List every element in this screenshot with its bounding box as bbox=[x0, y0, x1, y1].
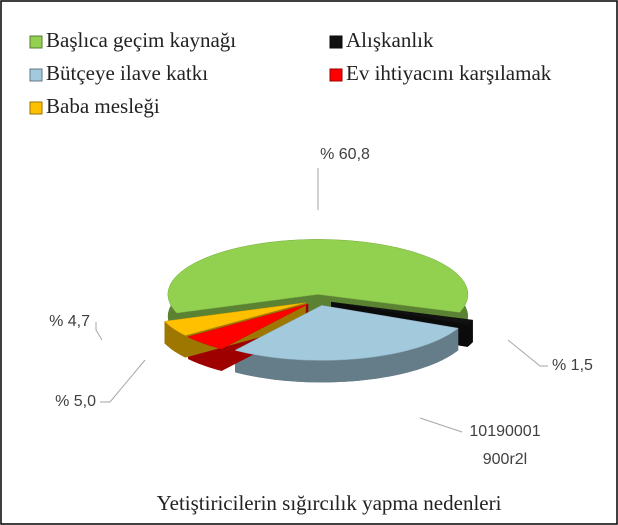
legend-label: Başlıca geçim kaynağı bbox=[46, 28, 236, 52]
slice bbox=[187, 303, 309, 350]
slice bbox=[330, 301, 474, 326]
leader-line bbox=[100, 359, 146, 403]
legend-label: Ev ihtiyacını karşılamak bbox=[346, 61, 552, 85]
legend-swatch bbox=[329, 35, 343, 49]
legend-label: Alışkanlık bbox=[346, 28, 434, 52]
slice-wall bbox=[235, 328, 459, 383]
leader-line bbox=[95, 322, 103, 341]
legend-label: Bütçeye ilave katkı bbox=[46, 61, 208, 85]
slice bbox=[234, 305, 459, 361]
legend-label: Baba mesleği bbox=[46, 94, 160, 118]
data-label: % 1,5 bbox=[552, 357, 593, 374]
slice-wall bbox=[164, 302, 306, 344]
annotation: 10190001 bbox=[469, 423, 540, 440]
legend-swatch bbox=[29, 68, 43, 82]
data-label: % 4,7 bbox=[49, 313, 90, 330]
leader-line bbox=[419, 417, 463, 433]
slice bbox=[167, 239, 469, 314]
legend-swatch bbox=[29, 101, 43, 115]
leader-line bbox=[507, 339, 548, 367]
slice bbox=[163, 302, 306, 336]
legend-swatch bbox=[29, 35, 43, 49]
data-label: % 5,0 bbox=[55, 393, 96, 410]
data-label: % 60,8 bbox=[320, 146, 370, 163]
chart-title: Yetiştiricilerin sığırcılık yapma nedenl… bbox=[157, 491, 502, 515]
legend-swatch bbox=[329, 68, 343, 82]
annotation: 900r2l bbox=[483, 451, 527, 468]
